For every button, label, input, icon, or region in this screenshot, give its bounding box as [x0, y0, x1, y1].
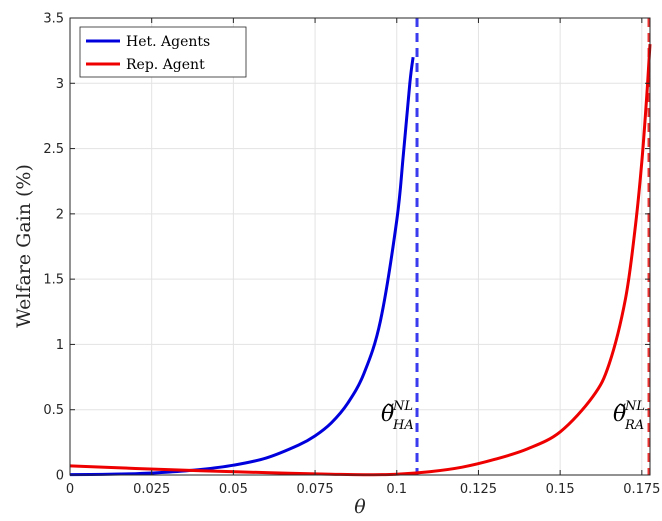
- x-tick-label: 0.075: [296, 482, 333, 497]
- x-tick-label: 0.025: [133, 482, 170, 497]
- threshold-lines: [415, 18, 651, 475]
- y-tick-label: 0: [56, 469, 64, 484]
- x-tick-label: 0.175: [623, 482, 660, 497]
- grid: [69, 17, 650, 476]
- y-tick-labels: 0 0.5 1 1.5 2 2.5 3 3.5: [43, 12, 64, 484]
- x-tick-label: 0.05: [219, 482, 248, 497]
- annotation-superscript: NL: [624, 399, 645, 414]
- annotation-subscript: RA: [624, 418, 644, 433]
- x-tick-label: 0.15: [546, 482, 575, 497]
- y-axis-label: Welfare Gain (%): [13, 164, 35, 328]
- y-tick-label: 1.5: [43, 273, 64, 288]
- x-tick-label: 0.1: [386, 482, 407, 497]
- legend: Het. Agents Rep. Agent: [79, 26, 247, 78]
- y-tick-label: 1: [56, 338, 64, 353]
- annotation-theta-ra: θ̃NL RA: [613, 399, 645, 433]
- annotation-superscript: NL: [392, 399, 413, 414]
- x-axis-label: θ: [354, 496, 366, 518]
- legend-box: [79, 26, 247, 78]
- annotation-subscript: HA: [392, 418, 414, 433]
- plot-area: [70, 18, 650, 475]
- y-tick-label: 0.5: [43, 403, 64, 418]
- y-tick-label: 3.5: [43, 12, 64, 27]
- x-tick-label: 0.125: [460, 482, 497, 497]
- annotation-base: θ̃: [613, 402, 626, 427]
- plot-frame: [69, 17, 651, 476]
- legend-label-het-agents: Het. Agents: [126, 34, 210, 50]
- annotation-base: θ̃: [381, 402, 394, 427]
- axis-ticks: [69, 17, 650, 476]
- y-tick-label: 2.5: [43, 142, 64, 157]
- x-tick-labels: 0 0.025 0.05 0.075 0.1 0.125 0.15 0.175: [66, 482, 661, 497]
- legend-label-rep-agent: Rep. Agent: [126, 57, 205, 73]
- series-line-rep-agent: [69, 44, 652, 477]
- x-tick-label: 0: [66, 482, 74, 497]
- y-tick-label: 2: [56, 207, 64, 222]
- annotation-theta-ha: θ̃NL HA: [381, 399, 414, 433]
- y-tick-label: 3: [56, 77, 64, 92]
